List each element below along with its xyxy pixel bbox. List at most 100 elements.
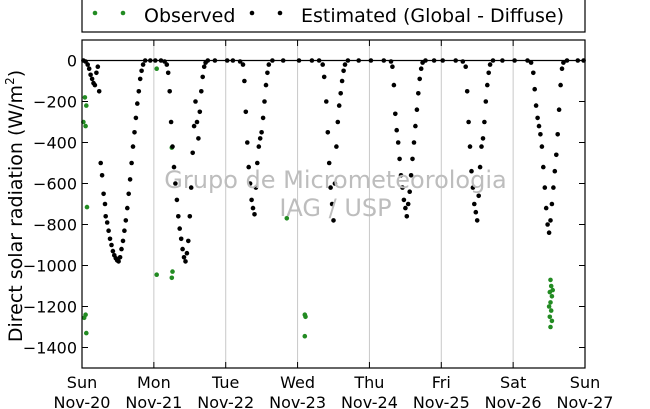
estimated-point [483, 99, 489, 104]
estimated-point [168, 119, 174, 125]
estimated-point [177, 226, 182, 231]
x-tick-label-day: Sun [67, 373, 97, 392]
estimated-point [266, 62, 272, 67]
legend-marker [92, 10, 98, 16]
grid-lines [153, 40, 514, 368]
estimated-point [398, 173, 404, 178]
observed-point [548, 283, 554, 289]
estimated-point [174, 197, 180, 203]
estimated-point [165, 70, 171, 76]
estimated-point [548, 218, 553, 223]
observed-point [169, 275, 175, 281]
estimated-point [183, 259, 188, 264]
observed-point [548, 324, 553, 330]
estimated-point [549, 201, 555, 207]
estimated-point [164, 62, 170, 67]
estimated-point [487, 62, 493, 67]
estimated-point [94, 70, 99, 76]
estimated-point [472, 201, 477, 207]
estimated-point [122, 228, 127, 233]
estimated-point [104, 220, 110, 225]
y-tick-label: −400 [33, 134, 77, 153]
estimated-point [181, 254, 187, 260]
observed-point [302, 333, 308, 339]
estimated-point [139, 68, 144, 74]
estimated-point [101, 191, 106, 197]
x-tick-label-date: Nov-24 [341, 393, 398, 409]
estimated-point [242, 78, 247, 84]
estimated-point [477, 164, 483, 170]
observed-point [154, 272, 159, 278]
estimated-point [533, 103, 539, 108]
estimated-point [543, 205, 549, 211]
estimated-point [246, 164, 251, 170]
y-axis-label: Direct solar radiation (W/m2) [3, 70, 27, 342]
observed-point [84, 330, 89, 336]
estimated-point [321, 74, 327, 80]
estimated-point [339, 78, 345, 84]
estimated-point [98, 160, 103, 166]
estimated-point [250, 205, 256, 211]
estimated-point [125, 205, 130, 211]
estimated-point [191, 123, 197, 129]
estimated-point [395, 140, 401, 145]
estimated-point [132, 130, 137, 135]
y-tick-label: 0 [67, 52, 77, 71]
estimated-point [485, 82, 490, 88]
estimated-point [252, 212, 257, 217]
estimated-point [123, 218, 129, 223]
estimated-point [561, 60, 566, 65]
x-axis-ticks: SunNov-20MonNov-21TueNov-22WedNov-23ThuN… [54, 40, 613, 409]
estimated-point [320, 62, 326, 67]
observed-point [84, 103, 89, 108]
estimated-point [120, 238, 126, 244]
estimated-point [107, 236, 113, 242]
estimated-point [167, 89, 172, 94]
estimated-point [190, 150, 195, 156]
y-axis-label-end: ) [5, 70, 27, 77]
estimated-point [482, 119, 487, 125]
estimated-point [178, 236, 184, 242]
legend-label-1: Estimated (Global - Diffuse) [301, 5, 564, 27]
estimated-point [416, 91, 421, 96]
estimated-point [388, 59, 394, 64]
estimated-point [129, 160, 134, 166]
estimated-point [535, 115, 540, 121]
estimated-point [404, 214, 410, 219]
estimated-point [390, 64, 395, 69]
estimated-point [136, 89, 142, 94]
data-points [81, 58, 586, 339]
observed-point [82, 95, 88, 100]
estimated-point [474, 218, 480, 223]
estimated-point [469, 168, 474, 174]
estimated-point [199, 89, 204, 94]
observed-point [547, 314, 553, 320]
estimated-point [135, 101, 140, 106]
x-tick-label-date: Nov-23 [269, 393, 326, 409]
x-tick-label-date: Nov-25 [413, 393, 470, 409]
estimated-point [92, 82, 98, 88]
estimated-point [336, 103, 342, 108]
plot-area [81, 39, 586, 369]
estimated-point [257, 136, 263, 141]
legend-box [81, 0, 586, 33]
estimated-point [476, 193, 482, 199]
estimated-point [331, 218, 336, 223]
estimated-point [240, 62, 246, 67]
estimated-point [479, 144, 484, 149]
estimated-point [102, 201, 108, 207]
estimated-point [197, 109, 203, 115]
estimated-point [464, 89, 470, 94]
watermark-line: Grupo de Micrometeorologia [164, 166, 506, 194]
estimated-point [260, 115, 266, 121]
observed-point [83, 123, 88, 129]
estimated-point [460, 59, 466, 64]
estimated-point [127, 177, 133, 182]
estimated-point [184, 250, 190, 256]
estimated-point [126, 191, 131, 197]
observed-point [550, 287, 555, 293]
x-tick-label-day: Thu [353, 373, 384, 392]
legend-marker [249, 10, 255, 16]
observed-point [284, 216, 290, 221]
observed-point [548, 277, 553, 283]
